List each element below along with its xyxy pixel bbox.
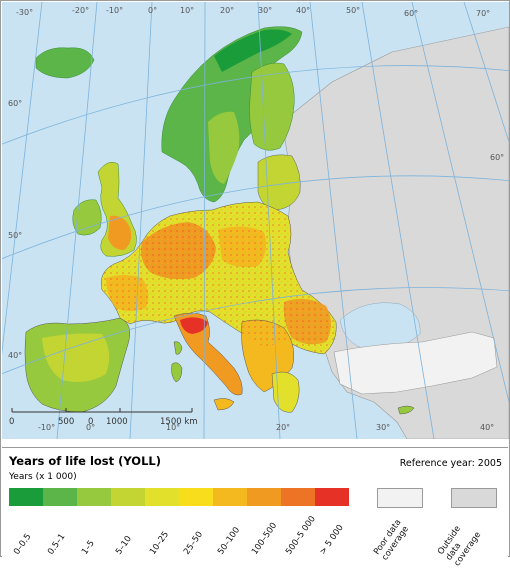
legend-swatch	[111, 488, 145, 506]
lon-label: -10°	[106, 6, 123, 15]
lon-label-bottom: 40°	[480, 423, 494, 432]
lon-label: 0°	[148, 6, 157, 15]
scale-label: 0	[88, 417, 93, 427]
legend-class-label: 10–25	[148, 529, 172, 557]
lat-label: 40°	[8, 351, 22, 360]
legend-class-label: 500–5 000	[284, 514, 318, 557]
lon-label-bottom: 0°	[86, 423, 95, 432]
sicily	[213, 398, 235, 411]
lon-label: -30°	[16, 8, 33, 17]
legend-swatch	[43, 488, 77, 506]
legend-swatch	[145, 488, 179, 506]
legend-class-label: 25–50	[182, 529, 206, 557]
lon-label: 30°	[258, 6, 272, 15]
lon-label-bottom: 20°	[276, 423, 290, 432]
lon-label: -20°	[72, 6, 89, 15]
ireland	[72, 199, 102, 236]
lon-label: 70°	[476, 9, 490, 18]
sweden-south	[208, 111, 240, 184]
iberia-mixed	[42, 333, 110, 382]
lon-label: 60°	[404, 9, 418, 18]
lon-label-bottom: -10°	[38, 423, 55, 432]
scale-label: 1000	[106, 417, 128, 427]
legend-class-label: 0–0.5	[12, 532, 34, 557]
scale-label: 1500 km	[160, 417, 198, 427]
graticule	[2, 2, 509, 439]
longitude-labels: -30° -20° -10° 0° 10° 20° 30° 40° 50° 60…	[16, 6, 490, 18]
norway-north-dark	[214, 29, 292, 72]
legend-subtitle: Years (x 1 000)	[9, 472, 77, 482]
cyprus	[397, 405, 415, 415]
europe-map: -30° -20° -10° 0° 10° 20° 30° 40° 50° 60…	[2, 2, 509, 439]
lat-label: 50°	[8, 231, 22, 240]
legend-class-label: > 5 000	[318, 523, 346, 557]
greece	[271, 371, 300, 413]
poor-data-swatch	[377, 488, 423, 508]
lon-label: 20°	[220, 6, 234, 15]
outside-coverage-label: Outside data coverage	[436, 519, 483, 568]
iceland	[35, 47, 95, 79]
map-panel: -30° -20° -10° 0° 10° 20° 30° 40° 50° 60…	[2, 2, 509, 439]
legend-title: Years of life lost (YOLL)	[9, 454, 161, 468]
latitude-labels: 60° 50° 40° 60°	[8, 99, 504, 360]
outside-coverage-swatch	[451, 488, 497, 508]
lon-label: 10°	[180, 6, 194, 15]
legend-swatch	[213, 488, 247, 506]
legend-class-label: 100–500	[250, 520, 280, 557]
lat-label: 60°	[8, 99, 22, 108]
legend-swatch	[77, 488, 111, 506]
lon-label-bottom: 30°	[376, 423, 390, 432]
lon-label-bottom: 10°	[166, 423, 180, 432]
black-sea	[339, 302, 421, 351]
legend-class-label: 1–5	[80, 538, 97, 557]
poor-data-label: Poor data coverage	[372, 518, 412, 563]
reference-year: Reference year: 2005	[399, 458, 502, 469]
legend-panel: Years of life lost (YOLL) Years (x 1 000…	[2, 447, 508, 568]
legend-swatch	[247, 488, 281, 506]
scale-label: 0	[9, 417, 14, 427]
bottom-longitude-labels: -10° 0° 10° 20° 30° 40°	[38, 423, 494, 432]
legend-class-label: 50–100	[216, 525, 243, 557]
england-hotspot	[108, 215, 132, 250]
legend-swatch	[9, 488, 43, 506]
sardinia	[171, 362, 183, 383]
poor-data-area	[333, 331, 498, 395]
legend-swatch	[315, 488, 349, 506]
lon-label: 50°	[346, 6, 360, 15]
lat-label-right: 60°	[490, 153, 504, 162]
lon-label: 40°	[296, 6, 310, 15]
po-valley-hotspot	[180, 317, 208, 334]
legend-swatch	[281, 488, 315, 506]
legend-class-label: 0.5–1	[46, 532, 68, 557]
finland	[249, 62, 295, 151]
land-texture	[101, 202, 337, 354]
corsica	[173, 341, 183, 355]
scale-label: 500	[58, 417, 74, 427]
legend-swatch	[179, 488, 213, 506]
scale-bar: 0 500 0 1000 1500 km	[9, 408, 198, 427]
legend-class-label: 5–10	[114, 534, 134, 557]
